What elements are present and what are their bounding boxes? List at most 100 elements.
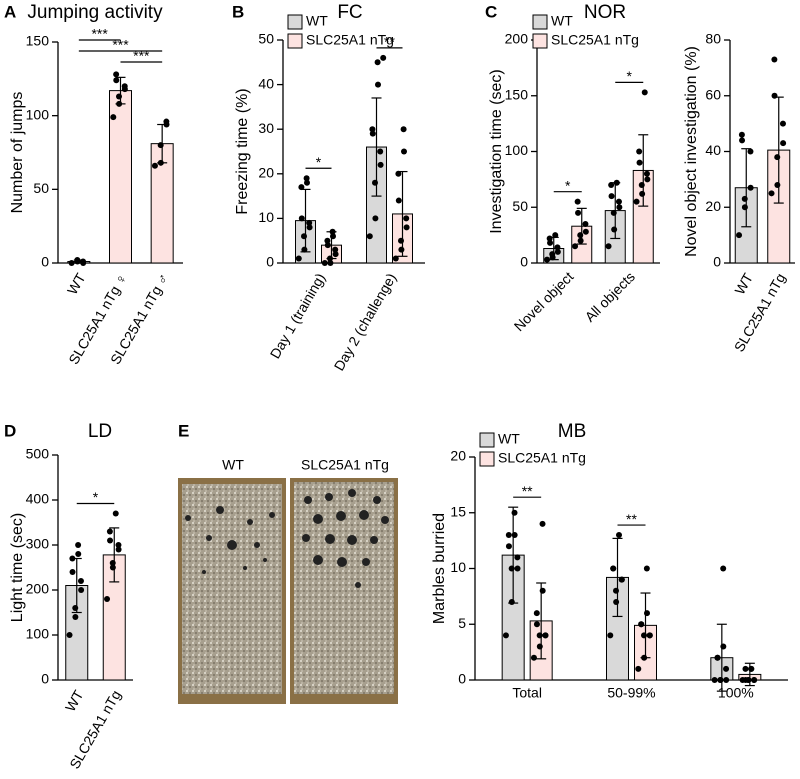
significance-label: *** xyxy=(91,26,108,42)
panel-letter: E xyxy=(178,421,189,440)
data-point xyxy=(547,239,554,246)
data-point xyxy=(530,654,537,661)
y-tick-label: 0 xyxy=(520,254,528,270)
y-axis-label: Investigation time (sec) xyxy=(488,69,505,234)
data-point xyxy=(582,220,589,227)
data-point xyxy=(332,246,339,253)
data-point xyxy=(295,255,302,262)
y-axis-label: Novel object investigation (%) xyxy=(683,46,700,257)
panel-letter: B xyxy=(232,2,244,21)
data-point xyxy=(332,251,339,258)
chart-title: FC xyxy=(337,2,362,23)
data-point xyxy=(113,77,120,84)
data-point xyxy=(736,232,743,239)
data-point xyxy=(582,228,589,235)
data-point xyxy=(505,543,512,550)
data-point xyxy=(112,510,119,517)
data-point xyxy=(514,565,521,572)
significance-label: ** xyxy=(384,34,395,50)
x-tick-label: Day 2 (challenge) xyxy=(331,270,400,373)
significance-label: *** xyxy=(112,37,129,53)
data-point xyxy=(377,161,384,168)
data-point xyxy=(380,54,387,61)
legend-label: WT xyxy=(498,431,520,447)
data-point xyxy=(751,677,758,683)
y-tick-label: 0 xyxy=(41,254,49,270)
y-tick-label: 40 xyxy=(258,75,274,91)
x-tick-label: 50-99% xyxy=(607,685,655,701)
y-tick-label: 300 xyxy=(26,536,50,552)
legend-swatch xyxy=(479,451,495,467)
data-point xyxy=(75,542,82,548)
data-point xyxy=(615,198,622,205)
data-point xyxy=(554,244,561,251)
data-point xyxy=(742,677,749,683)
data-point xyxy=(747,148,754,155)
y-tick-label: 20 xyxy=(705,198,721,214)
chart: NOR C Investigation time (sec) 0 50 100 150 200… xyxy=(485,2,660,334)
data-point xyxy=(298,184,305,191)
x-tick-label: Day 1 (training) xyxy=(267,270,329,361)
y-tick-label: 500 xyxy=(26,446,50,462)
y-tick-label: 150 xyxy=(26,33,50,49)
data-point xyxy=(403,215,410,222)
data-point xyxy=(106,528,113,535)
x-tick-label: WT xyxy=(731,270,756,297)
data-point xyxy=(768,190,775,197)
chart-title: NOR xyxy=(584,2,626,23)
data-point xyxy=(107,537,114,544)
data-point xyxy=(552,232,559,239)
y-tick-label: 60 xyxy=(705,86,721,102)
data-point xyxy=(739,137,746,144)
y-tick-label: 10 xyxy=(258,209,274,225)
y-tick-label: 0 xyxy=(713,254,721,270)
data-point xyxy=(748,665,755,672)
data-point xyxy=(720,565,727,572)
y-tick-label: 15 xyxy=(450,503,466,519)
data-point xyxy=(157,142,164,149)
legend-swatch xyxy=(287,14,303,30)
data-point xyxy=(298,215,305,222)
data-point xyxy=(163,118,170,125)
y-axis-label: Freezing time (%) xyxy=(234,88,251,214)
y-tick-label: 200 xyxy=(26,581,50,597)
data-point xyxy=(533,610,540,617)
y-tick-label: 0 xyxy=(41,671,49,687)
data-point xyxy=(779,120,786,127)
y-tick-label: 50 xyxy=(258,31,274,47)
data-point xyxy=(641,89,648,96)
x-tick-label: All objects xyxy=(582,268,638,324)
data-point xyxy=(741,204,748,211)
data-point xyxy=(321,260,328,266)
y-tick-label: 5 xyxy=(458,615,466,631)
data-point xyxy=(306,219,313,226)
data-point xyxy=(636,159,643,166)
chart: FC B Freezing time (%) 0 10 20 30 40 50 Day 1 (tr… xyxy=(232,2,425,373)
photo-bedding xyxy=(182,484,282,694)
data-point xyxy=(616,204,623,211)
data-point xyxy=(508,598,515,605)
data-point xyxy=(115,546,122,553)
data-point xyxy=(723,665,730,672)
panel-letter: D xyxy=(4,421,16,440)
data-point xyxy=(403,224,410,231)
data-point xyxy=(771,56,778,63)
panel-letter: C xyxy=(485,2,497,21)
photo-label: WT xyxy=(222,457,244,473)
data-point xyxy=(616,532,622,539)
data-point xyxy=(574,198,581,205)
data-point xyxy=(327,260,334,266)
significance-label: * xyxy=(627,68,633,84)
data-point xyxy=(771,92,778,99)
data-point xyxy=(742,665,749,672)
data-point xyxy=(400,126,407,133)
data-point xyxy=(110,114,117,121)
data-point xyxy=(646,632,653,639)
data-point xyxy=(613,598,620,605)
significance-label: * xyxy=(565,177,571,193)
data-point xyxy=(774,181,781,188)
data-point xyxy=(536,643,543,650)
legend-swatch xyxy=(532,14,548,30)
panel-letter: A xyxy=(4,2,16,21)
